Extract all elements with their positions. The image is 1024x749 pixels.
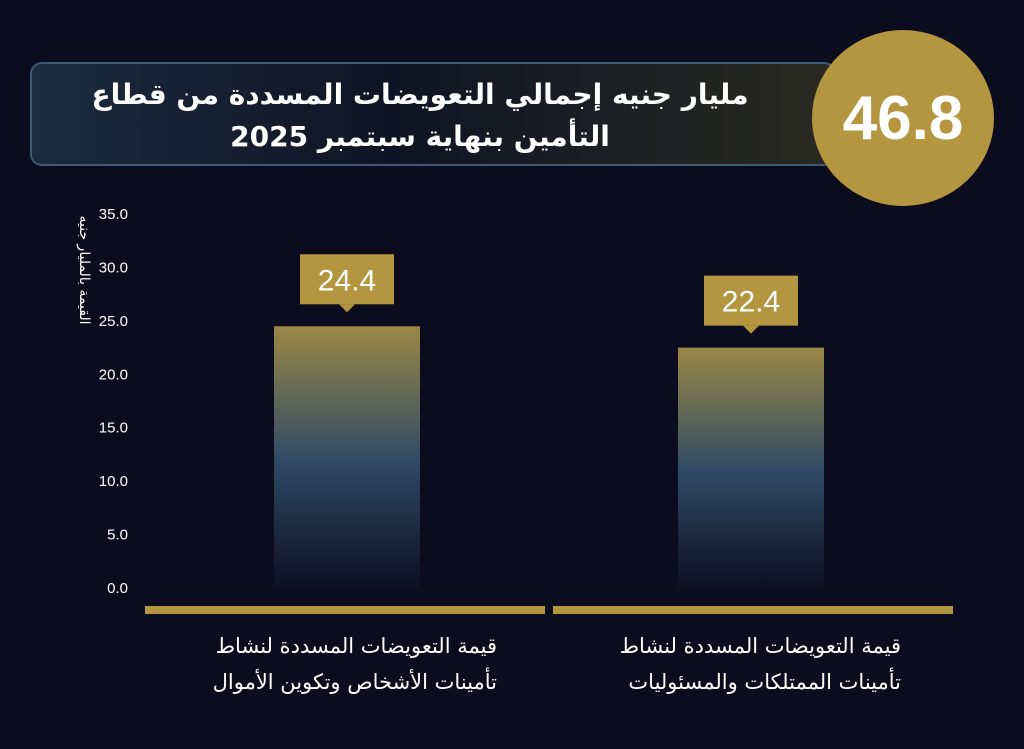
title: مليار جنيه إجمالي التعويضات المسددة من ق… [91,78,749,153]
x-tick-label: قيمة التعويضات المسددة لنشاط تأمينات الم… [619,634,901,694]
y-tick-label: 10.0 [99,473,128,490]
category-baseline [145,606,545,614]
value-label: 24.4 [318,264,376,297]
category-label-box: قيمة التعويضات المسددة لنشاط تأمينات الأ… [212,634,497,694]
bar [274,326,420,595]
y-axis-label: القيمة بالمليار جنيه [76,216,92,325]
headline-value: 46.8 [812,30,994,206]
bar [678,347,824,595]
value-label-pointer [743,325,759,334]
y-tick-label: 5.0 [107,527,128,544]
y-tick-label: 0.0 [107,580,128,597]
category-baseline [553,606,953,614]
value-label-box [300,254,394,305]
value-label-box [704,275,798,326]
y-tick-label: 15.0 [99,420,128,437]
header-box [30,62,836,166]
y-tick-label: 20.0 [99,366,128,383]
value-label-pointer [339,304,355,313]
y-tick-label: 35.0 [99,206,128,223]
x-tick-label: قيمة التعويضات المسددة لنشاط تأمينات الأ… [212,634,497,694]
value-label: 22.4 [722,286,780,319]
y-tick-label: 30.0 [99,259,128,276]
category-label-box: قيمة التعويضات المسددة لنشاط تأمينات الم… [619,634,901,694]
y-tick-label: 25.0 [99,313,128,330]
